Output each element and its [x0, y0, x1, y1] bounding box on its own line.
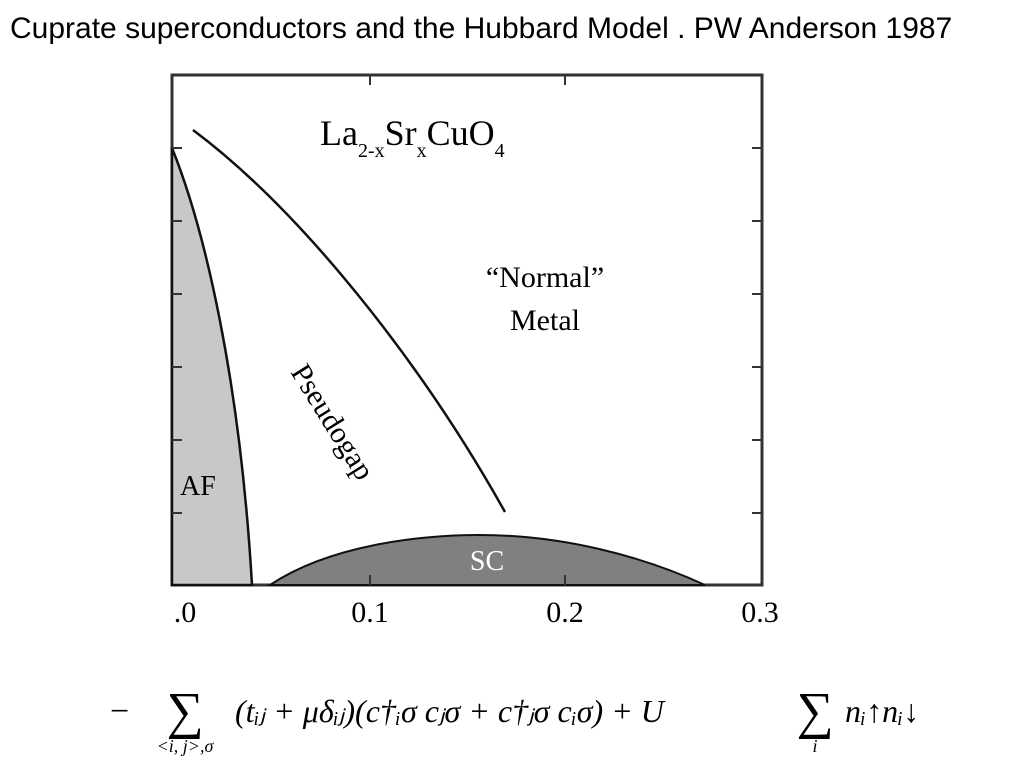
x-tick-label: .0: [174, 596, 197, 629]
formula-sub: 2-x: [358, 140, 385, 162]
slide-title: Cuprate superconductors and the Hubbard …: [10, 12, 953, 45]
pseudogap-line: [192, 128, 507, 513]
x-tick-label: 0.2: [546, 596, 584, 629]
equation-part: (tᵢⱼ + μδᵢⱼ)(c†ᵢσ cⱼσ + c†ⱼσ cᵢσ) + U: [235, 693, 666, 729]
formula-part: Sr: [385, 113, 417, 153]
plot-frame: [170, 73, 764, 587]
formula-sub: 4: [495, 140, 505, 162]
sc-dome: [266, 533, 706, 586]
equation-index: <i, j>,σ: [157, 736, 215, 756]
formula-part: CuO: [427, 113, 495, 153]
x-tick-label: 0.3: [741, 596, 779, 629]
formula-part: La: [320, 113, 358, 153]
equation-sum: ∑: [166, 683, 203, 740]
equation-part: −: [110, 693, 129, 730]
x-tick-label: 0.1: [351, 596, 389, 629]
region-label: SC: [470, 546, 504, 577]
region-label: Metal: [510, 304, 580, 337]
equation-part: nᵢ↑nᵢ↓: [845, 693, 919, 729]
equation: − ∑ <i, j>,σ (tᵢⱼ + μδᵢⱼ)(c†ᵢσ cⱼσ + c†ⱼ…: [110, 683, 919, 756]
region-label: “Normal”: [486, 261, 604, 294]
af-region: [170, 147, 254, 587]
tick-marks: [172, 75, 762, 585]
equation-sum: ∑: [796, 683, 833, 740]
region-label: AF: [180, 471, 216, 502]
equation-index: i: [812, 736, 817, 756]
formula: La2-xSrxCuO4: [320, 113, 505, 162]
formula-sub: x: [417, 140, 427, 162]
